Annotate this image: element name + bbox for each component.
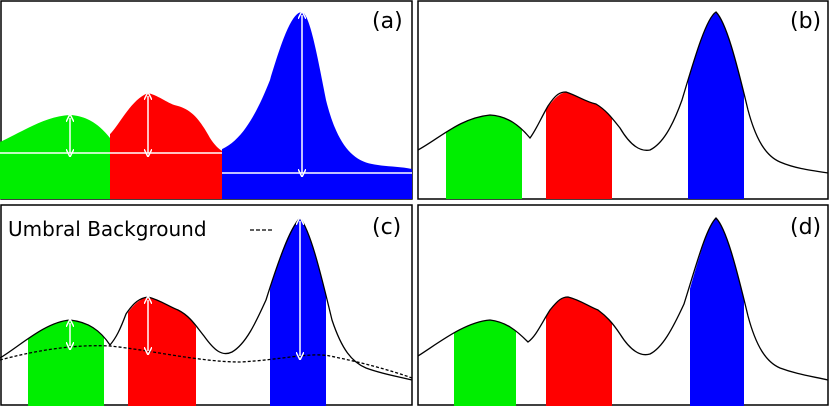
panel-c-profile-curve [0, 217, 413, 381]
panel-b-red-region [546, 92, 612, 199]
panel-b-label: (b) [790, 9, 821, 34]
panel-d: (d) [417, 204, 829, 406]
panel-d-blue-region [690, 218, 744, 406]
panel-d-red-region [546, 297, 612, 406]
panel-b-frame [417, 0, 829, 200]
panel-a-red-region [110, 93, 222, 199]
panel-d-label: (d) [790, 215, 821, 240]
panel-b: (b) [417, 0, 829, 200]
panel-c-label: (c) [372, 215, 401, 240]
panel-a-blue-region [222, 12, 412, 199]
panel-d-profile-curve [417, 217, 829, 381]
panel-c-umbral-background-curve [0, 345, 413, 379]
panel-b-profile-curve [417, 11, 829, 174]
panel-c-green-region [28, 320, 104, 406]
panel-a-label: (a) [372, 9, 403, 34]
panel-d-green-region [454, 320, 516, 406]
panel-d-frame [417, 204, 829, 406]
panel-a-green-region [0, 115, 110, 199]
panel-c-blue-region [270, 218, 326, 406]
panel-c: Umbral Background (c) [0, 204, 413, 406]
panel-a: (a) [0, 0, 413, 200]
panel-b-green-region [446, 115, 522, 199]
panel-c-frame [0, 204, 413, 406]
panel-c-annotation: Umbral Background [8, 217, 207, 241]
panel-b-blue-region [688, 12, 744, 199]
panel-c-red-region [128, 297, 196, 406]
